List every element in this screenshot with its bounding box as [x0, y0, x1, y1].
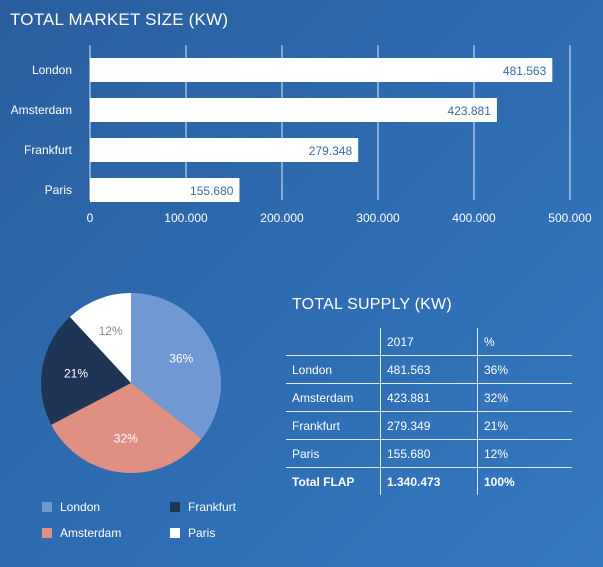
table-cell: 1.340.473	[380, 467, 478, 495]
table-cell: 423.881	[380, 383, 478, 412]
table-cell: London	[286, 355, 381, 384]
bar-paris	[90, 178, 240, 202]
supply-table-title: TOTAL SUPPLY (KW)	[292, 296, 452, 313]
pie-slice-frankfurt	[41, 316, 131, 425]
market-share-pie-chart: 36% 32% 21% 12%	[41, 293, 221, 473]
pie-slice-label: 36%	[169, 352, 193, 366]
category-label: Paris	[45, 183, 72, 197]
legend-item-paris: Paris	[170, 526, 215, 540]
bar-value-label: 423.881	[448, 104, 492, 118]
table-cell: 32%	[477, 383, 572, 412]
table-header-row: 2017 %	[286, 328, 572, 356]
table-row: London 481.563 36%	[286, 355, 572, 384]
table-header-cell	[286, 328, 381, 356]
table-cell: 279.349	[380, 411, 478, 440]
x-tick-label: 0	[87, 211, 94, 225]
x-tick-label: 400.000	[452, 211, 496, 225]
x-tick-label: 100.000	[164, 211, 208, 225]
category-label: London	[32, 63, 72, 77]
pie-slice-label: 32%	[114, 432, 138, 446]
table-cell: 100%	[477, 467, 572, 495]
category-label: Amsterdam	[11, 103, 72, 117]
legend-swatch	[42, 502, 52, 512]
bar-frankfurt	[90, 138, 359, 162]
bar-value-label: 279.348	[309, 144, 353, 158]
table-cell: Paris	[286, 439, 381, 468]
table-cell: 21%	[477, 411, 572, 440]
table-header-cell: %	[477, 328, 572, 356]
pie-slice-paris	[69, 293, 131, 383]
table-cell: 481.563	[380, 355, 478, 384]
table-cell: Total FLAP	[292, 474, 355, 489]
supply-table: 2017 % London 481.563 36% Amsterdam 423.…	[286, 328, 572, 495]
legend-label: Paris	[188, 526, 216, 540]
legend-label: Frankfurt	[188, 500, 237, 514]
pie-slice-london	[131, 293, 221, 439]
table-row: Paris 155.680 12%	[286, 439, 572, 468]
table-total-row: Total FLAP 1.340.473 100%	[286, 467, 572, 495]
pie-slice-amsterdam	[51, 383, 202, 473]
legend-item-frankfurt: Frankfurt	[170, 500, 236, 514]
legend-label: Amsterdam	[60, 526, 122, 540]
legend-swatch	[170, 528, 180, 538]
legend-label: London	[60, 500, 101, 514]
table-row: Amsterdam 423.881 32%	[286, 383, 572, 412]
bar-amsterdam	[90, 98, 497, 122]
table-header-cell: 2017	[380, 328, 478, 356]
bar-chart-title: TOTAL MARKET SIZE (KW)	[10, 10, 229, 29]
category-label: Frankfurt	[24, 143, 73, 157]
table-row: Frankfurt 279.349 21%	[286, 411, 572, 440]
x-tick-label: 500.000	[548, 211, 592, 225]
bar-value-label: 155.680	[190, 184, 234, 198]
table-cell: 155.680	[380, 439, 478, 468]
bar-value-label: 481.563	[503, 64, 547, 78]
x-tick-label: 200.000	[260, 211, 304, 225]
pie-slice-label: 12%	[99, 324, 123, 338]
x-tick-label: 300.000	[356, 211, 400, 225]
table-cell: Frankfurt	[286, 411, 381, 440]
legend-swatch	[170, 502, 180, 512]
legend-swatch	[42, 528, 52, 538]
table-cell: 12%	[477, 439, 572, 468]
table-cell: Amsterdam	[286, 383, 381, 412]
market-size-bar-chart: 0 100.000 200.000 300.000 400.000 500.000 Lond…	[11, 45, 592, 225]
bar-london	[90, 58, 553, 82]
table-cell: 36%	[477, 355, 572, 384]
legend-item-amsterdam: Amsterdam	[42, 526, 121, 540]
legend-item-london: London	[42, 500, 100, 514]
pie-slice-label: 21%	[64, 367, 88, 381]
